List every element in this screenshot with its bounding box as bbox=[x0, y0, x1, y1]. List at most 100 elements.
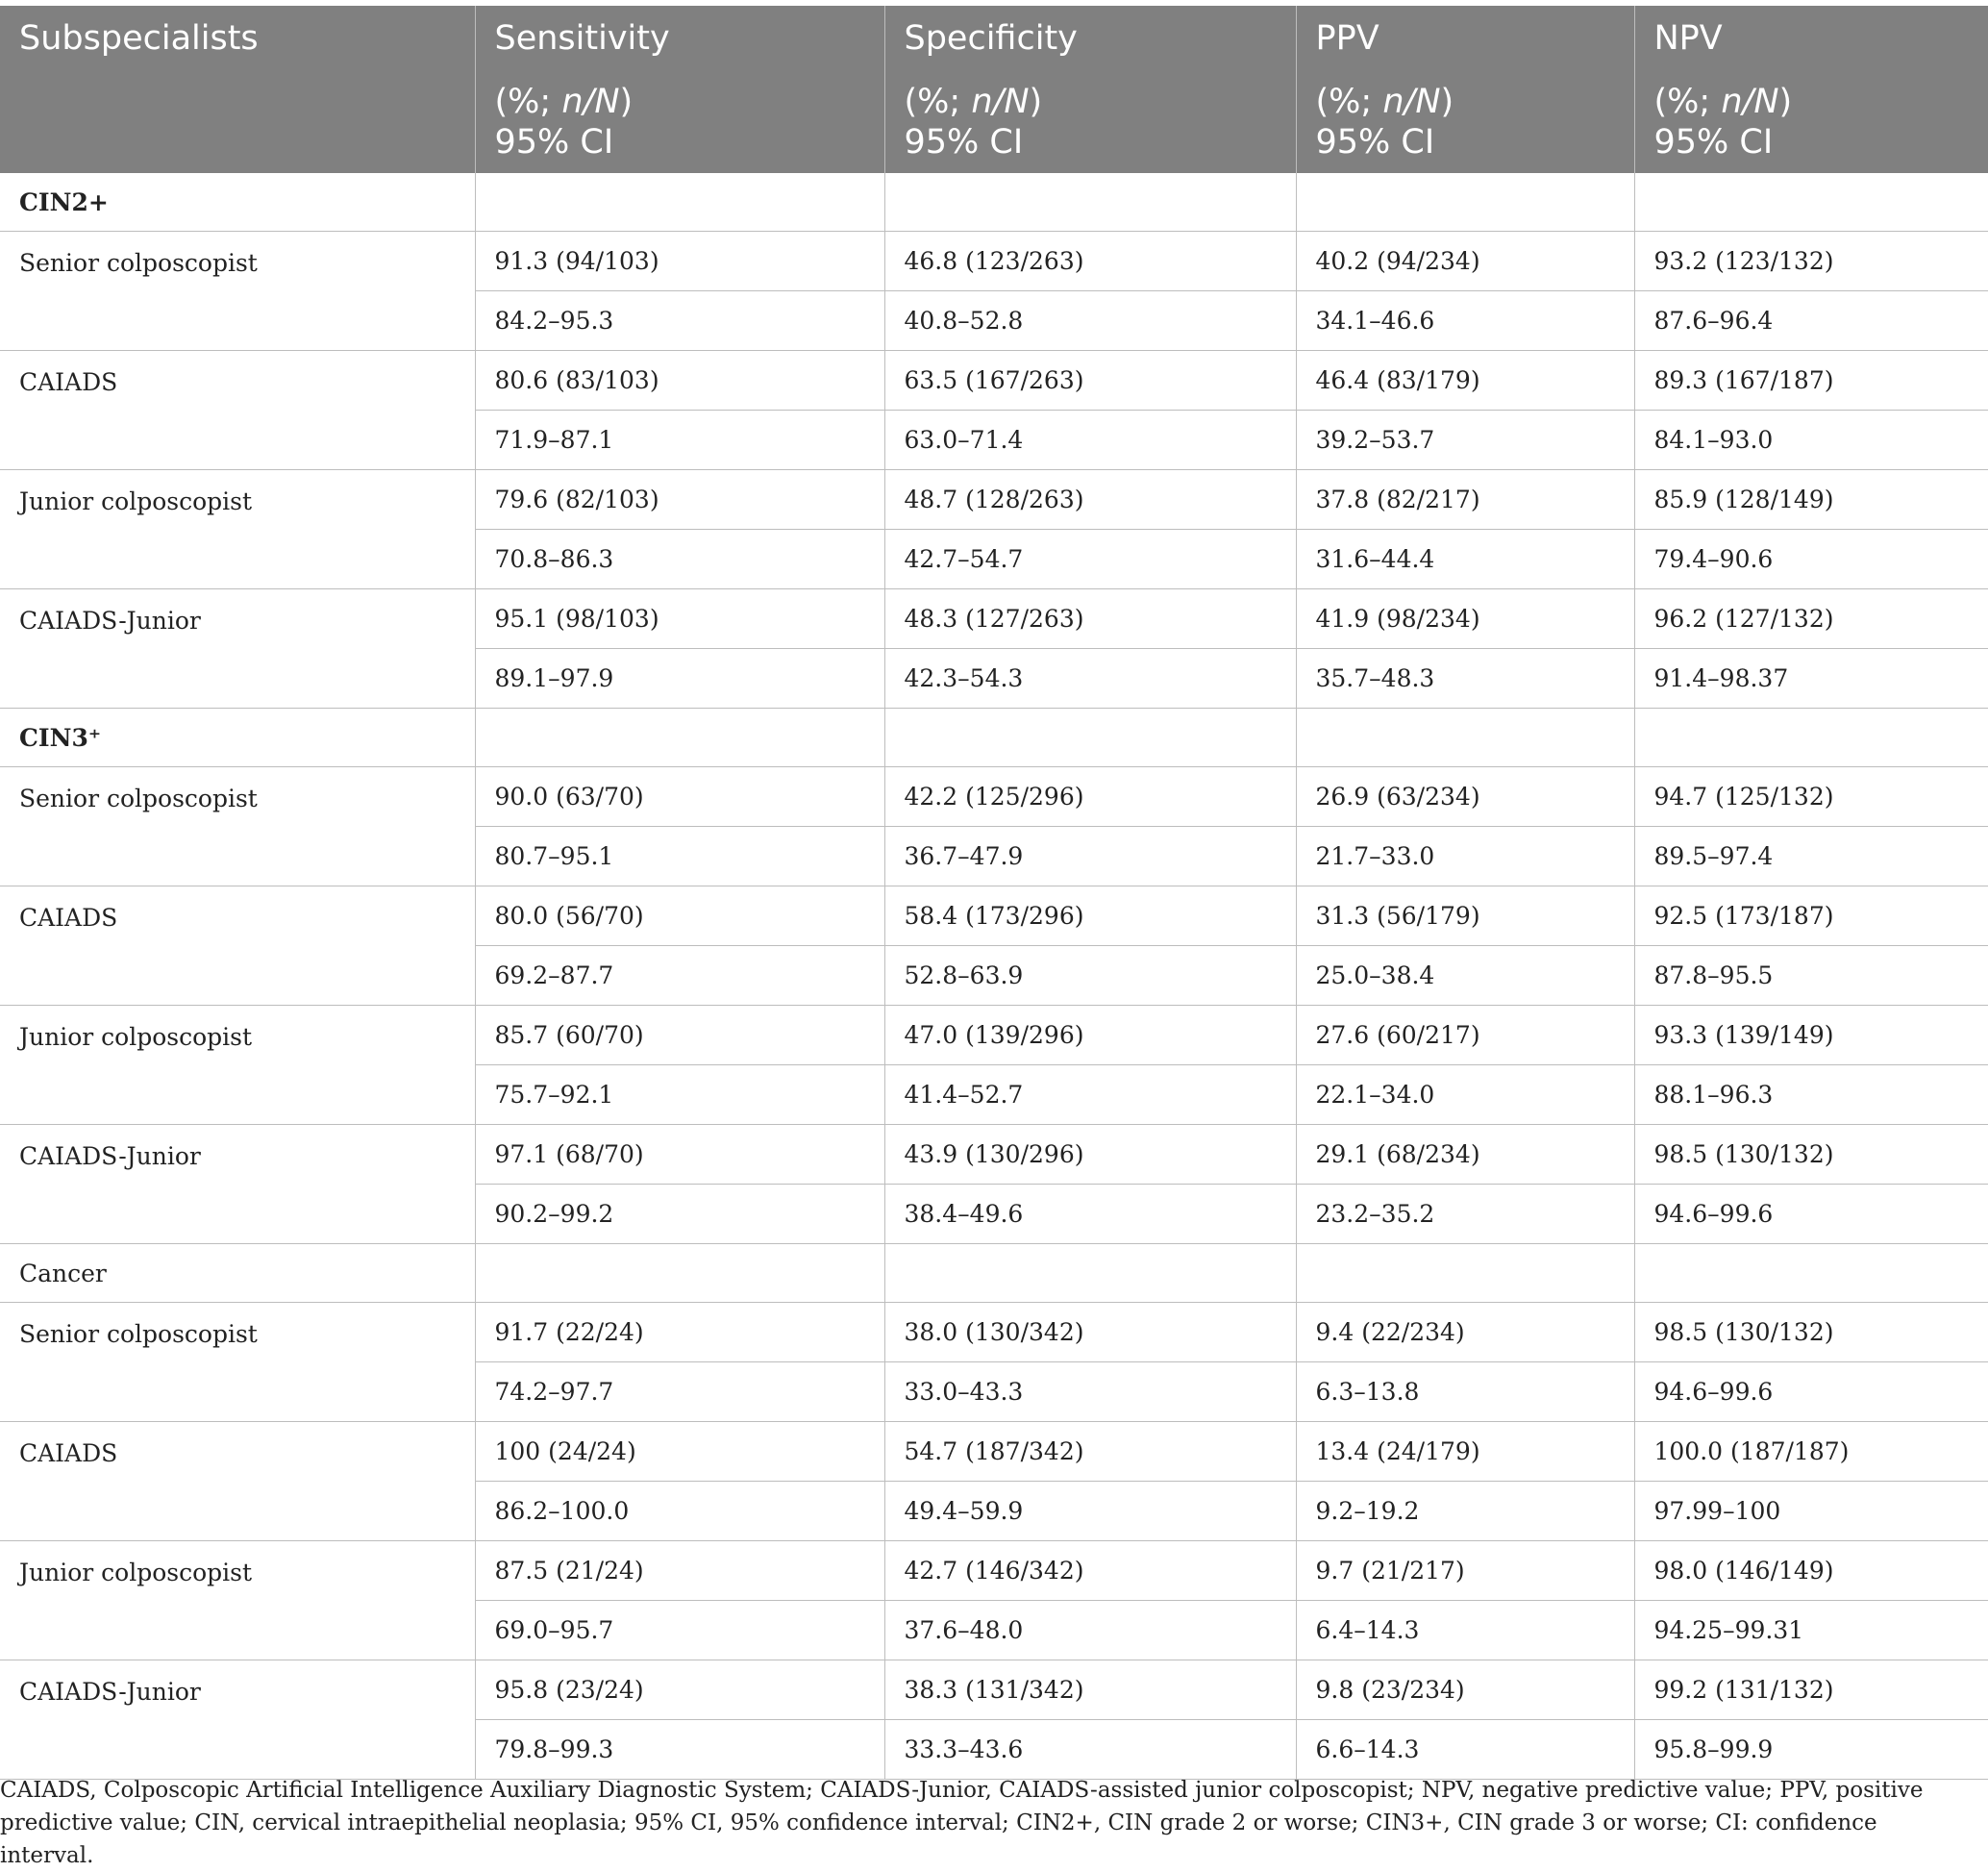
value-cell: 42.7 (146/342) bbox=[883, 1540, 1296, 1601]
table-footnote: CAIADS, Colposcopic Artificial Intellige… bbox=[0, 1778, 1924, 1868]
row-label: Junior colposcopist bbox=[0, 469, 475, 589]
value-cell: 100.0 (187/187) bbox=[1633, 1421, 1988, 1482]
ci-cell: 97.99–100 bbox=[1633, 1481, 1988, 1541]
empty-cell bbox=[1633, 173, 1988, 232]
ci-cell: 40.8–52.8 bbox=[883, 290, 1296, 351]
table-row: CAIADS 100 (24/24) 54.7 (187/342) 13.4 (24/… bbox=[0, 1421, 1988, 1541]
header-specificity-sub: (%; n/N) 95% CI bbox=[883, 71, 1296, 173]
ci-row: 84.2–95.3 40.8–52.8 34.1–46.6 87.6–96.4 bbox=[0, 290, 1988, 351]
value-cell: 54.7 (187/342) bbox=[883, 1421, 1296, 1482]
value-cell: 95.8 (23/24) bbox=[474, 1660, 884, 1720]
ci-cell: 25.0–38.4 bbox=[1295, 945, 1634, 1006]
value-cell: 98.5 (130/132) bbox=[1633, 1124, 1988, 1185]
value-cell: 92.5 (173/187) bbox=[1633, 886, 1988, 946]
empty-cell bbox=[474, 1243, 884, 1303]
ci-row: 89.1–97.9 42.3–54.3 35.7–48.3 91.4–98.37 bbox=[0, 648, 1988, 709]
section-row: CIN2+ bbox=[0, 173, 1988, 232]
value-cell: 43.9 (130/296) bbox=[883, 1124, 1296, 1185]
header-sensitivity-sub: (%; n/N) 95% CI bbox=[474, 71, 884, 173]
ci-cell: 87.6–96.4 bbox=[1633, 290, 1988, 351]
value-cell: 94.7 (125/132) bbox=[1633, 766, 1988, 827]
ci-row: 80.7–95.1 36.7–47.9 21.7–33.0 89.5–97.4 bbox=[0, 826, 1988, 886]
value-cell: 85.9 (128/149) bbox=[1633, 469, 1988, 530]
ci-cell: 79.8–99.3 bbox=[474, 1719, 884, 1780]
ci-cell: 49.4–59.9 bbox=[883, 1481, 1296, 1541]
table-body: CIN2+ Senior colposcopist 91.3 (94/103) 46.… bbox=[0, 173, 1988, 1780]
table-row: CAIADS-Junior 95.1 (98/103) 48.3 (127/263)… bbox=[0, 588, 1988, 709]
ci-cell: 36.7–47.9 bbox=[883, 826, 1296, 886]
value-cell: 48.7 (128/263) bbox=[883, 469, 1296, 530]
value-cell: 9.4 (22/234) bbox=[1295, 1302, 1634, 1362]
value-cell: 26.9 (63/234) bbox=[1295, 766, 1634, 827]
value-cell: 98.5 (130/132) bbox=[1633, 1302, 1988, 1362]
ci-cell: 42.3–54.3 bbox=[883, 648, 1296, 709]
ci-row: 69.0–95.7 37.6–48.0 6.4–14.3 94.25–99.31 bbox=[0, 1600, 1988, 1660]
ci-cell: 94.6–99.6 bbox=[1633, 1361, 1988, 1422]
ci-cell: 79.4–90.6 bbox=[1633, 529, 1988, 589]
header-unit: (%; n/N) bbox=[1315, 83, 1454, 121]
header-ci: 95% CI bbox=[904, 123, 1024, 162]
ci-cell: 95.8–99.9 bbox=[1633, 1719, 1988, 1780]
section-title: CIN2+ bbox=[0, 173, 475, 232]
table-row: Junior colposcopist 79.6 (82/103) 48.7 (12… bbox=[0, 469, 1988, 589]
header-ci: 95% CI bbox=[1653, 123, 1774, 162]
value-cell: 29.1 (68/234) bbox=[1295, 1124, 1634, 1185]
row-label: Senior colposcopist bbox=[0, 766, 475, 886]
ci-cell: 52.8–63.9 bbox=[883, 945, 1296, 1006]
empty-cell bbox=[1295, 708, 1634, 767]
row-label: CAIADS bbox=[0, 350, 475, 470]
ci-cell: 42.7–54.7 bbox=[883, 529, 1296, 589]
ci-cell: 75.7–92.1 bbox=[474, 1064, 884, 1125]
header-npv-sub: (%; n/N) 95% CI bbox=[1633, 71, 1988, 173]
value-cell: 87.5 (21/24) bbox=[474, 1540, 884, 1601]
empty-cell bbox=[474, 173, 884, 232]
ci-cell: 39.2–53.7 bbox=[1295, 410, 1634, 470]
table-row: Senior colposcopist 90.0 (63/70) 42.2 (125… bbox=[0, 766, 1988, 886]
header-specificity: Specificity bbox=[883, 6, 1296, 71]
empty-cell bbox=[1295, 173, 1634, 232]
section-title: Cancer bbox=[0, 1243, 475, 1303]
row-label: Senior colposcopist bbox=[0, 231, 475, 351]
row-label: CAIADS-Junior bbox=[0, 1660, 475, 1780]
value-cell: 37.8 (82/217) bbox=[1295, 469, 1634, 530]
value-cell: 31.3 (56/179) bbox=[1295, 886, 1634, 946]
ci-cell: 69.0–95.7 bbox=[474, 1600, 884, 1660]
ci-cell: 88.1–96.3 bbox=[1633, 1064, 1988, 1125]
header-subspecialists-sub bbox=[0, 71, 475, 173]
table-row: CAIADS 80.0 (56/70) 58.4 (173/296) 31.3 (56… bbox=[0, 886, 1988, 1006]
section-row: CIN3⁺ bbox=[0, 708, 1988, 767]
row-label: CAIADS-Junior bbox=[0, 1124, 475, 1244]
value-cell: 40.2 (94/234) bbox=[1295, 231, 1634, 291]
row-label: Junior colposcopist bbox=[0, 1005, 475, 1125]
empty-cell bbox=[883, 173, 1296, 232]
empty-cell bbox=[1633, 1243, 1988, 1303]
header-npv: NPV bbox=[1633, 6, 1988, 71]
value-cell: 46.4 (83/179) bbox=[1295, 350, 1634, 411]
value-cell: 90.0 (63/70) bbox=[474, 766, 884, 827]
empty-cell bbox=[1633, 708, 1988, 767]
ci-row: 70.8–86.3 42.7–54.7 31.6–44.4 79.4–90.6 bbox=[0, 529, 1988, 589]
value-cell: 9.8 (23/234) bbox=[1295, 1660, 1634, 1720]
value-cell: 27.6 (60/217) bbox=[1295, 1005, 1634, 1065]
ci-cell: 35.7–48.3 bbox=[1295, 648, 1634, 709]
table-row: Junior colposcopist 87.5 (21/24) 42.7 (146… bbox=[0, 1540, 1988, 1660]
ci-cell: 91.4–98.37 bbox=[1633, 648, 1988, 709]
value-cell: 63.5 (167/263) bbox=[883, 350, 1296, 411]
ci-cell: 94.6–99.6 bbox=[1633, 1184, 1988, 1244]
ci-cell: 38.4–49.6 bbox=[883, 1184, 1296, 1244]
ci-cell: 69.2–87.7 bbox=[474, 945, 884, 1006]
ci-row: 79.8–99.3 33.3–43.6 6.6–14.3 95.8–99.9 bbox=[0, 1719, 1988, 1780]
header-unit: (%; n/N) bbox=[1653, 83, 1793, 121]
table-header: Subspecialists Sensitivity Specificity P… bbox=[0, 6, 1988, 173]
table-row: Junior colposcopist 85.7 (60/70) 47.0 (139… bbox=[0, 1005, 1988, 1125]
ci-cell: 63.0–71.4 bbox=[883, 410, 1296, 470]
header-ppv: PPV bbox=[1295, 6, 1634, 71]
value-cell: 48.3 (127/263) bbox=[883, 588, 1296, 649]
value-cell: 38.3 (131/342) bbox=[883, 1660, 1296, 1720]
ci-cell: 94.25–99.31 bbox=[1633, 1600, 1988, 1660]
empty-cell bbox=[1295, 1243, 1634, 1303]
value-cell: 9.7 (21/217) bbox=[1295, 1540, 1634, 1601]
row-label: Senior colposcopist bbox=[0, 1302, 475, 1422]
ci-cell: 70.8–86.3 bbox=[474, 529, 884, 589]
value-cell: 95.1 (98/103) bbox=[474, 588, 884, 649]
